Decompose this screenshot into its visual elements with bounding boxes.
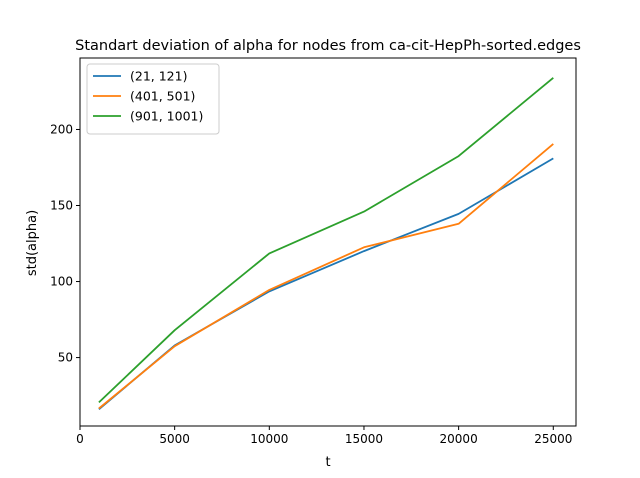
y-tick-label: 50 xyxy=(58,351,73,365)
y-tick-label: 200 xyxy=(50,122,73,136)
series-lines xyxy=(98,77,554,410)
axis-ticks: 0 5000 10000 15000 20000 25000 50 100 150 200 xyxy=(50,122,572,446)
legend-label: (901, 1001) xyxy=(130,109,203,124)
y-tick-label: 100 xyxy=(50,275,73,289)
legend-label: (21, 121) xyxy=(130,69,187,84)
x-tick-label: 25000 xyxy=(534,432,572,446)
y-axis-label: std(alpha) xyxy=(25,210,40,276)
chart-title: Standart deviation of alpha for nodes fr… xyxy=(75,38,581,54)
x-tick-label: 0 xyxy=(76,432,84,446)
y-tick-label: 150 xyxy=(50,199,73,213)
x-axis-label: t xyxy=(325,455,330,470)
x-tick-label: 10000 xyxy=(250,432,288,446)
legend: (21, 121) (401, 501) (901, 1001) xyxy=(86,63,220,135)
x-tick-label: 15000 xyxy=(345,432,383,446)
plot-area-frame xyxy=(79,57,577,427)
x-tick-label: 20000 xyxy=(440,432,478,446)
legend-label: (401, 501) xyxy=(130,89,195,104)
x-tick-label: 5000 xyxy=(159,432,190,446)
series-line xyxy=(98,77,554,404)
series-line xyxy=(98,143,554,410)
